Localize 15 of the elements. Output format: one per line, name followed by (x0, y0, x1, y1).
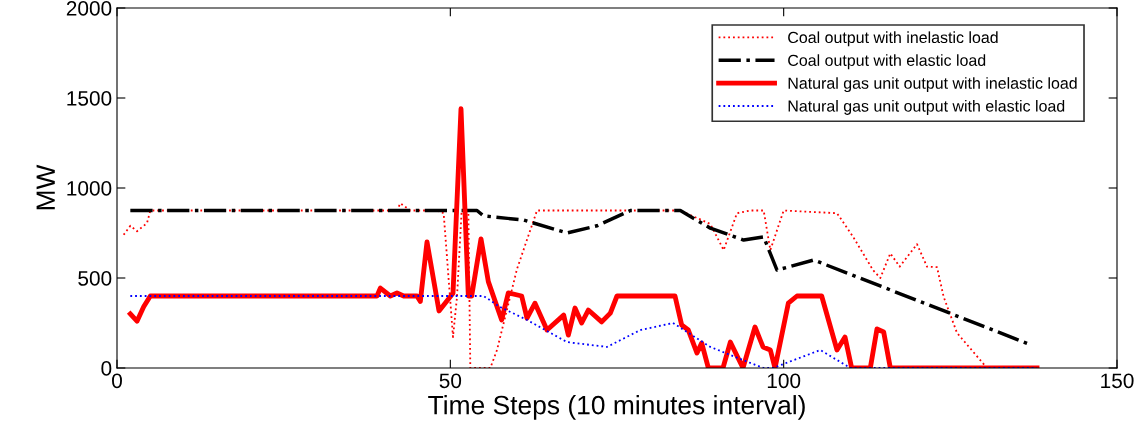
x-tick-label: 100 (767, 373, 801, 389)
legend-label: Coal output with inelastic load (788, 31, 998, 47)
legend-label: Natural gas unit output with inelastic load (788, 77, 1077, 93)
x-axis-title: Time Steps (10 minutes interval) (428, 395, 805, 420)
x-tick-label: 50 (439, 373, 462, 389)
y-tick-label: 500 (78, 271, 112, 286)
y-tick-label: 1500 (67, 91, 112, 106)
y-tick-label: 0 (101, 361, 112, 376)
y-tick-label: 2000 (66, 1, 112, 16)
x-tick-label: 0 (112, 373, 122, 389)
y-axis-title: MW (36, 164, 55, 210)
legend-label: Natural gas unit output with elastic load (788, 100, 1065, 115)
x-tick-label: 150 (1101, 373, 1134, 389)
y-tick-label: 1000 (67, 181, 112, 196)
legend-label: Coal output with elastic load (788, 54, 986, 70)
